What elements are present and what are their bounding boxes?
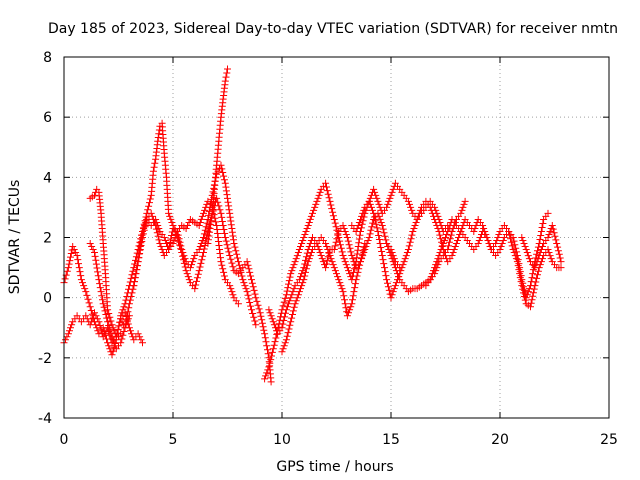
y-tick-label: 0 [43, 291, 52, 307]
y-tick-label: 4 [43, 170, 52, 186]
y-axis-label: SDTVAR / TECUs [7, 180, 23, 295]
x-tick-label: 5 [169, 432, 178, 448]
series-sat-i [265, 209, 404, 338]
y-tick-label: 6 [43, 110, 52, 126]
data-point-markers [86, 185, 133, 341]
chart-title: Day 185 of 2023, Sidereal Day-to-day VTE… [48, 21, 618, 37]
y-tick-label: 2 [43, 231, 52, 247]
data-point-markers [422, 209, 552, 302]
x-tick-label: 0 [60, 432, 69, 448]
x-tick-label: 20 [491, 432, 509, 448]
y-tick-label: 8 [43, 50, 52, 66]
data-point-markers [130, 161, 260, 329]
data-point-markers [278, 234, 369, 356]
x-tick-label: 25 [600, 432, 618, 448]
axis-ticks: 0 5 10 15 20 25 -4 -2 0 2 4 6 8 [38, 50, 618, 448]
x-tick-label: 10 [273, 432, 291, 448]
data-point-markers [204, 65, 231, 247]
series-sat-f [130, 161, 260, 329]
series-sat-n [518, 222, 565, 272]
series-sat-d [86, 197, 242, 353]
y-tick-label: -2 [38, 351, 52, 367]
x-axis-label: GPS time / hours [276, 459, 393, 475]
data-point-markers [265, 209, 404, 338]
series-sat-m [422, 209, 552, 302]
data-point-markers [518, 222, 565, 272]
data-point-markers [348, 197, 565, 311]
data-points [60, 65, 565, 386]
y-tick-label: -4 [38, 411, 52, 427]
series-sat-h [261, 179, 469, 383]
series-sat-c [86, 185, 133, 341]
data-point-markers [86, 197, 242, 353]
x-tick-label: 15 [382, 432, 400, 448]
data-point-markers [261, 179, 469, 383]
series-sat-j [278, 234, 369, 356]
series-sat-g [204, 65, 231, 247]
series-sat-k [348, 197, 565, 311]
